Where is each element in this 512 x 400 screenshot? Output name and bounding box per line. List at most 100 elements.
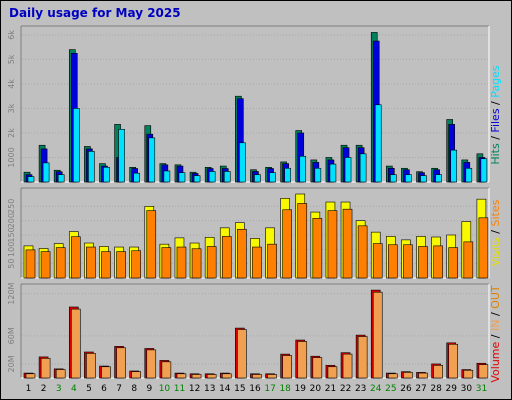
volume-in-bar [191, 374, 202, 379]
volume-panel-plot-area [21, 284, 489, 378]
volume-panel-tick-label: 60M [7, 327, 16, 344]
legend-hits-files-pages-part: / [489, 98, 502, 109]
pages-bar [344, 157, 352, 183]
pages-bar [27, 176, 35, 183]
volume-panel-tick-label: 120M [7, 282, 16, 304]
pages-bar [118, 128, 125, 183]
hits-panel-tick-label: 4k [7, 79, 16, 89]
day-label: 27 [415, 384, 426, 394]
sites-bar [342, 208, 353, 279]
sites-bar [463, 241, 474, 279]
day-label: 13 [204, 384, 215, 394]
sites-bar [161, 247, 172, 279]
volume-in-bar [478, 364, 489, 379]
sites-bar [418, 246, 428, 279]
sites-bar [357, 225, 368, 279]
legend-visits-sites-part: Visits [489, 237, 502, 266]
legend-visits-sites-part: Sites [489, 199, 502, 226]
sites-bar [297, 203, 308, 279]
legend-hits-files-pages-part: Files [489, 108, 502, 132]
volume-in-bar [176, 373, 187, 379]
day-label: 5 [86, 384, 92, 394]
volume-in-bar [221, 373, 232, 379]
volume-in-bar [403, 372, 413, 379]
volume-in-bar [327, 366, 338, 379]
pages-bar [239, 142, 246, 183]
volume-in-bar [146, 349, 157, 379]
volume-in-bar [101, 366, 111, 379]
sites-bar [101, 251, 111, 279]
visits-panel-tick-label: 250 [7, 199, 16, 214]
sites-bar [237, 228, 247, 279]
pages-bar [405, 174, 412, 183]
hits-panel-tick-label: 5k [7, 54, 16, 64]
day-label: 6 [101, 384, 107, 394]
day-label: 31 [476, 384, 487, 394]
pages-bar [72, 108, 80, 183]
volume-in-bar [297, 341, 308, 379]
sites-bar [206, 246, 217, 279]
hits-panel-tick-label: 3k [7, 103, 16, 113]
sites-bar [146, 210, 157, 279]
legend-hits-files-pages-part: Pages [489, 65, 502, 98]
hits-panel-tick-label: 1000 [7, 147, 16, 167]
pages-bar [284, 167, 291, 183]
volume-in-bar [342, 353, 353, 379]
day-label: 2 [41, 384, 47, 394]
day-label: 29 [446, 384, 458, 394]
day-label: 3 [56, 384, 62, 394]
pages-bar [42, 162, 50, 183]
legend-volume-part: IN [489, 320, 502, 331]
day-label: 23 [355, 384, 366, 394]
volume-in-bar [418, 372, 428, 379]
pages-bar [88, 151, 95, 183]
sites-bar [282, 209, 292, 279]
hits-panel-plot-area [21, 26, 489, 182]
sites-bar [252, 246, 262, 279]
visits-panel-tick-label: 150 [7, 227, 16, 242]
volume-in-bar [237, 329, 247, 379]
volume-in-bar [161, 361, 172, 379]
sites-bar [116, 251, 126, 279]
pages-bar [420, 175, 427, 183]
hits-panel-tick-label: 6k [7, 30, 16, 40]
sites-bar [131, 250, 141, 279]
pages-bar [359, 153, 367, 183]
volume-in-bar [463, 369, 474, 379]
day-label: 10 [159, 384, 171, 394]
sites-bar [327, 210, 338, 279]
pages-bar [193, 175, 201, 183]
volume-in-bar [267, 374, 277, 379]
sites-bar [55, 247, 66, 279]
visits-panel-tick-label: 100 [7, 242, 16, 257]
sites-bar [221, 236, 232, 279]
pages-bar [390, 174, 397, 183]
pages-bar [480, 158, 488, 183]
day-label: 24 [370, 384, 382, 394]
volume-in-bar [86, 353, 96, 379]
sites-bar [25, 249, 36, 279]
volume-in-bar [70, 308, 81, 379]
pages-bar [329, 163, 337, 183]
day-label: 4 [71, 384, 77, 394]
pages-bar [133, 172, 140, 183]
day-label: 19 [295, 384, 307, 394]
pages-bar [435, 174, 442, 183]
pages-bar [269, 172, 276, 183]
sites-bar [388, 244, 398, 279]
day-label: 9 [146, 384, 152, 394]
volume-in-bar [448, 343, 459, 379]
sites-bar [267, 243, 277, 279]
sites-bar [403, 244, 413, 279]
volume-in-bar [433, 365, 443, 379]
volume-in-bar [372, 291, 383, 379]
pages-bar [208, 171, 216, 183]
volume-in-bar [388, 373, 398, 379]
legend-volume-part: / [489, 331, 502, 342]
day-label: 12 [189, 384, 200, 394]
legend-volume-part: OUT [489, 285, 502, 309]
sites-bar [70, 236, 81, 279]
volume-in-bar [25, 373, 36, 379]
volume-in-bar [312, 357, 323, 379]
day-label: 22 [340, 384, 351, 394]
